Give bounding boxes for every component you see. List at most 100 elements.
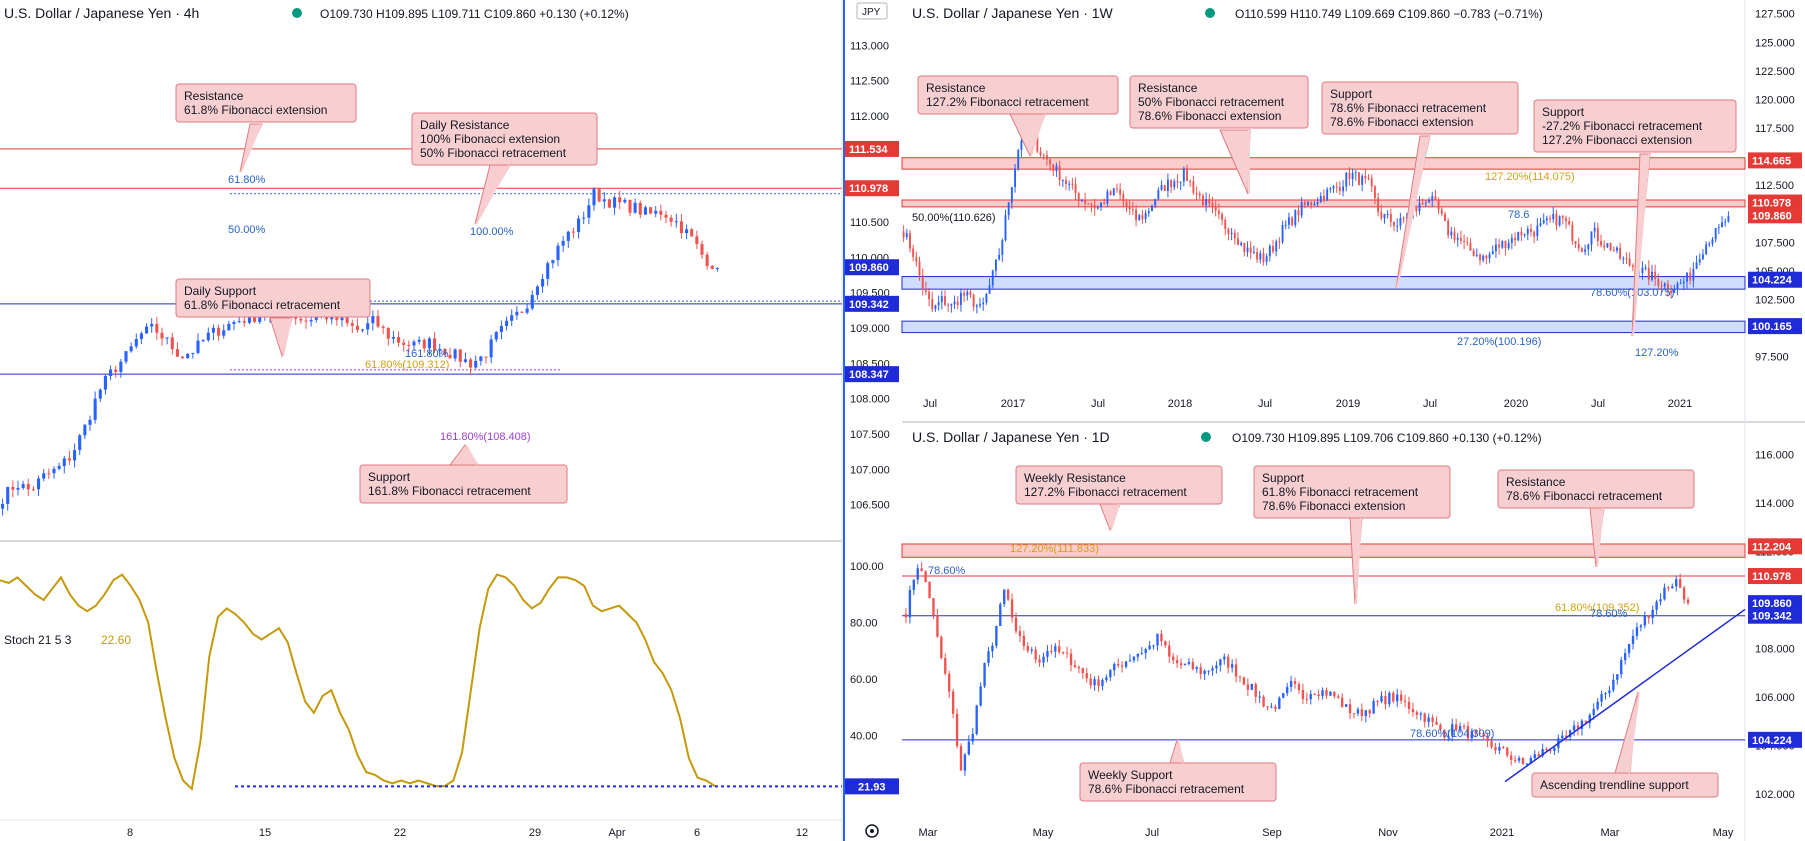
price-badge-1d-text: 109.860	[1752, 598, 1792, 610]
fib-label: 78.60%(103.075)	[1590, 287, 1674, 299]
candle-1w-candle	[1281, 225, 1284, 242]
candle-1w-candle	[1211, 203, 1214, 207]
candle-1d-candle	[1136, 653, 1140, 657]
candle-1d-candle	[1494, 746, 1497, 751]
candle-4h-candle	[407, 344, 411, 346]
candle-1w-candle	[909, 233, 911, 249]
candle-1w-candle	[1354, 172, 1357, 174]
candle-1d-candle	[1553, 747, 1556, 751]
candle-4h-candle	[571, 231, 575, 233]
candle-1w-candle	[1571, 224, 1574, 242]
candle-4h-candle	[175, 349, 179, 357]
candle-1w-candle	[1068, 183, 1071, 185]
candle-1w-candle	[1574, 241, 1577, 244]
candle-1d-candle	[1132, 656, 1136, 661]
candle-1w-candle	[1087, 203, 1090, 205]
price-badge-1w-text: 109.860	[1752, 210, 1792, 222]
candle-1d-candle	[1054, 646, 1057, 652]
candle-1w-candle	[1679, 283, 1682, 285]
currency-badge[interactable]	[856, 2, 888, 20]
candle-1w-candle	[1052, 164, 1055, 171]
candle-1w-candle	[1695, 262, 1698, 269]
candle-4h-candle	[448, 354, 452, 359]
candle-1d-candle	[1396, 694, 1399, 702]
candle-1w-candle	[1342, 186, 1345, 192]
candle-1d-candle	[1128, 660, 1132, 662]
price-badge-1d	[1748, 607, 1802, 624]
callout-1w-support-b[interactable]	[1533, 99, 1737, 153]
candle-1d-candle	[1309, 694, 1312, 700]
time-tick-1d: Mar	[919, 827, 938, 839]
callout-4h-resistance[interactable]	[175, 83, 357, 123]
candle-4h-candle	[474, 360, 478, 368]
price-tick-1w: 125.000	[1755, 37, 1795, 49]
candle-1w-candle	[1116, 188, 1118, 190]
candle-1w-candle	[1163, 185, 1166, 192]
candle-1w-candle	[1240, 242, 1243, 245]
candle-1d-candle	[1211, 668, 1214, 671]
candle-4h-candle	[237, 321, 241, 323]
candle-1w-candle	[1154, 199, 1157, 206]
candle-1w-candle	[1230, 232, 1233, 235]
candle-1w-candle	[1549, 218, 1552, 220]
stoch-tick: 100.00	[850, 561, 884, 573]
candle-4h-candle	[124, 351, 128, 362]
callout-1d-weekly-support-text: Weekly Support	[1088, 768, 1173, 782]
candle-1d-candle	[1022, 635, 1026, 647]
fib-label: 61.80%(109.352)	[1555, 602, 1639, 614]
callout-1w-support-a[interactable]	[1321, 81, 1519, 135]
candle-1w-candle	[1494, 244, 1497, 252]
candle-4h-candle	[582, 217, 586, 219]
candle-1w-candle	[1323, 195, 1325, 201]
candle-4h-candle	[417, 339, 421, 342]
candle-4h-candle	[160, 332, 164, 339]
price-tick-1d: 108.000	[1755, 643, 1795, 655]
candle-1d-candle	[1293, 681, 1297, 685]
candle-1w-candle	[1514, 237, 1516, 241]
stoch-tick: 60.00	[850, 674, 878, 686]
candle-1d-candle	[932, 598, 935, 616]
candle-1d-candle	[1105, 677, 1108, 680]
candle-1w-candle	[1539, 223, 1542, 226]
candle-1w-candle	[1536, 225, 1539, 237]
callout-1w-resistance-b[interactable]	[1129, 75, 1309, 129]
price-badge-1w-text: 104.224	[1752, 275, 1793, 287]
candle-1d-candle	[1525, 763, 1529, 765]
callout-1d-support-pointer-join	[1355, 517, 1362, 605]
gear-icon[interactable]	[865, 824, 879, 838]
candle-1w-candle	[1428, 200, 1431, 203]
candle-1w-candle	[1319, 195, 1322, 203]
candle-1w-candle	[1186, 168, 1188, 181]
candle-1d-candle	[1470, 730, 1474, 739]
candle-1w-candle	[1676, 283, 1679, 290]
candle-1w-candle	[1176, 181, 1179, 183]
candle-1w-candle	[1166, 179, 1169, 192]
callout-1d-support-text: 78.6% Fibonacci extension	[1262, 499, 1405, 513]
candle-1w-candle	[1096, 207, 1099, 209]
candle-4h-candle	[438, 348, 442, 351]
candle-1w-candle	[1440, 209, 1443, 214]
candle-1d-candle	[1572, 725, 1576, 731]
candle-1w-candle	[1055, 165, 1058, 171]
candle-4h-candle	[700, 244, 704, 255]
candle-1d-candle	[1270, 706, 1273, 708]
candle-1w-candle	[1568, 221, 1571, 225]
candle-1w-candle	[1386, 213, 1389, 215]
callout-1d-weekly-support-pointer-join	[1177, 739, 1184, 764]
candle-1w-candle	[1128, 207, 1131, 210]
time-tick-1w: Jul	[1423, 398, 1437, 410]
candle-1w-candle	[1103, 202, 1106, 204]
callout-4h-daily-support[interactable]	[175, 278, 371, 318]
candle-1d-candle	[1164, 641, 1167, 646]
candle-1d-candle	[1207, 670, 1210, 672]
fib-label: 127.20%	[1635, 347, 1679, 359]
candle-1w-candle	[1666, 283, 1669, 291]
candle-4h-candle	[361, 329, 365, 331]
candle-1d-candle	[1376, 701, 1379, 703]
candle-1w-candle	[991, 270, 994, 286]
candle-1w-candle	[902, 231, 905, 238]
candle-4h-candle	[515, 311, 519, 316]
candle-1d-candle	[991, 645, 994, 652]
candle-1d-candle	[1462, 726, 1466, 728]
